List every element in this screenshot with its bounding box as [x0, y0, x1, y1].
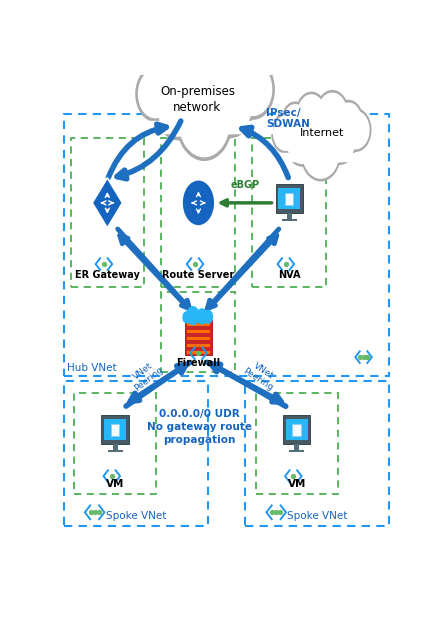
Text: Spoke VNet: Spoke VNet: [287, 511, 347, 521]
Circle shape: [340, 109, 371, 151]
Circle shape: [136, 66, 175, 121]
Circle shape: [200, 38, 241, 95]
Bar: [74, 393, 156, 495]
Circle shape: [303, 128, 339, 178]
Bar: [289, 450, 304, 453]
Circle shape: [196, 308, 208, 324]
Circle shape: [186, 306, 200, 326]
Bar: [252, 138, 326, 287]
Circle shape: [170, 37, 213, 96]
Circle shape: [226, 52, 260, 100]
Bar: [293, 424, 301, 436]
Circle shape: [284, 105, 306, 136]
Circle shape: [316, 91, 349, 136]
Circle shape: [158, 80, 198, 136]
Circle shape: [198, 34, 243, 98]
Circle shape: [343, 111, 369, 148]
Circle shape: [232, 59, 274, 119]
Circle shape: [282, 102, 308, 138]
Circle shape: [138, 70, 172, 118]
Bar: [275, 184, 303, 213]
Text: Firewall: Firewall: [176, 358, 221, 368]
Bar: [161, 138, 235, 287]
Bar: [286, 419, 308, 440]
Text: VNet
Peering: VNet Peering: [241, 357, 280, 393]
Circle shape: [288, 123, 316, 163]
Bar: [71, 138, 144, 287]
Circle shape: [224, 48, 263, 103]
Circle shape: [209, 73, 252, 134]
Circle shape: [183, 311, 191, 324]
Circle shape: [272, 113, 300, 153]
Bar: [287, 213, 292, 219]
Bar: [187, 330, 210, 334]
Bar: [274, 153, 369, 161]
Text: VM: VM: [106, 479, 124, 489]
Circle shape: [206, 69, 255, 138]
Circle shape: [182, 180, 215, 226]
Bar: [245, 381, 389, 526]
Bar: [187, 351, 210, 354]
Bar: [187, 337, 210, 341]
Bar: [187, 323, 210, 326]
Circle shape: [298, 95, 325, 132]
Bar: [64, 381, 208, 526]
Bar: [187, 344, 210, 347]
Bar: [185, 321, 212, 355]
Circle shape: [286, 120, 318, 166]
Bar: [64, 114, 389, 376]
Bar: [108, 450, 123, 453]
Text: Spoke VNet: Spoke VNet: [106, 511, 166, 521]
Circle shape: [151, 51, 187, 101]
Polygon shape: [92, 178, 122, 228]
Text: eBGP: eBGP: [231, 180, 260, 190]
Circle shape: [235, 63, 272, 115]
Bar: [102, 416, 129, 444]
Text: ER Gateway: ER Gateway: [75, 270, 140, 280]
Circle shape: [177, 83, 232, 160]
Text: Internet: Internet: [300, 128, 345, 138]
Text: On-premises
network: On-premises network: [160, 85, 235, 114]
Bar: [278, 188, 301, 209]
Circle shape: [203, 310, 213, 324]
Circle shape: [296, 92, 327, 135]
Bar: [113, 444, 118, 451]
Circle shape: [324, 118, 355, 162]
Bar: [283, 416, 310, 444]
Bar: [138, 121, 272, 133]
Text: VNet
Peering: VNet Peering: [126, 357, 165, 393]
Circle shape: [335, 101, 362, 140]
Circle shape: [173, 40, 210, 93]
Circle shape: [153, 54, 184, 97]
Text: Hub VNet: Hub VNet: [67, 362, 117, 372]
Bar: [255, 393, 338, 495]
Circle shape: [274, 116, 298, 150]
Bar: [111, 424, 119, 436]
Text: Route Server: Route Server: [162, 270, 235, 280]
Circle shape: [322, 115, 357, 165]
Circle shape: [301, 125, 340, 181]
Circle shape: [318, 93, 347, 134]
Circle shape: [179, 86, 229, 156]
Bar: [294, 444, 299, 451]
Text: 0.0.0.0/0 UDR
No gateway route
propagation: 0.0.0.0/0 UDR No gateway route propagati…: [147, 409, 251, 445]
Text: NVA: NVA: [278, 270, 301, 280]
Circle shape: [336, 103, 361, 137]
Text: VM: VM: [288, 479, 306, 489]
Circle shape: [156, 76, 201, 140]
Bar: [282, 218, 297, 221]
Text: IPsec/
SDWAN: IPsec/ SDWAN: [266, 108, 310, 130]
Bar: [285, 193, 293, 205]
Bar: [161, 292, 235, 372]
Bar: [104, 419, 126, 440]
